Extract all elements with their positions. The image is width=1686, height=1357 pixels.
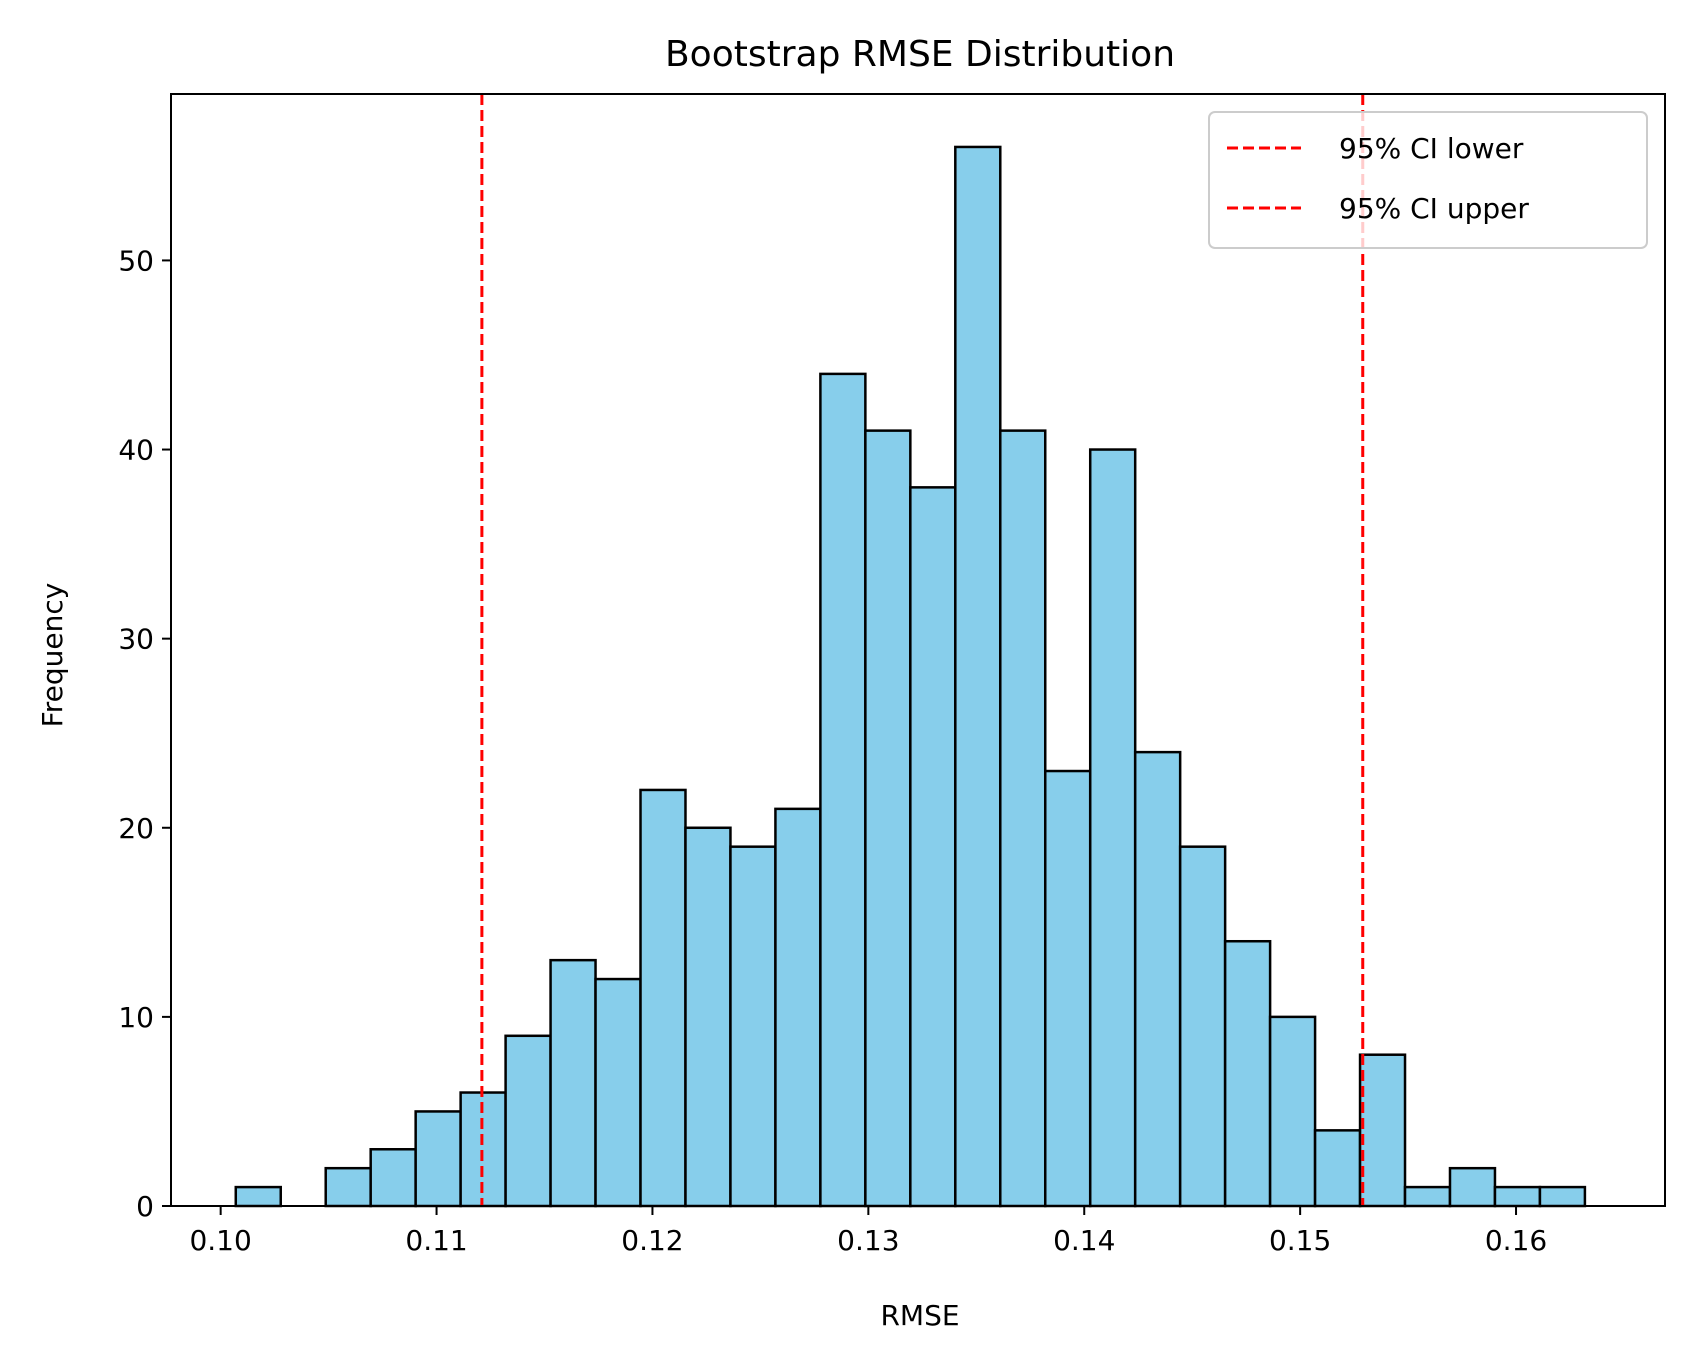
histogram-bar bbox=[324, 1166, 372, 1208]
bars-group bbox=[234, 145, 1587, 1208]
y-axis-ticks: 0 10 20 30 40 50 bbox=[118, 244, 171, 1223]
legend-box bbox=[1208, 111, 1648, 249]
histogram-bar bbox=[954, 145, 1002, 1208]
y-tick-label: 50 bbox=[118, 244, 154, 277]
histogram-bar bbox=[1448, 1166, 1497, 1208]
x-tick-label: 0.15 bbox=[1269, 1224, 1331, 1257]
histogram-bar bbox=[1223, 939, 1272, 1208]
histogram-bar bbox=[1313, 1129, 1362, 1208]
histogram-bar bbox=[594, 977, 642, 1208]
y-tick-label: 40 bbox=[118, 434, 154, 467]
histogram-bar bbox=[504, 1034, 552, 1208]
y-tick-label: 0 bbox=[136, 1190, 154, 1223]
histogram-bar bbox=[414, 1110, 462, 1208]
x-tick-label: 0.16 bbox=[1485, 1224, 1547, 1257]
histogram-bar bbox=[549, 958, 597, 1208]
x-tick-label: 0.13 bbox=[837, 1224, 899, 1257]
histogram-bar bbox=[369, 1148, 417, 1208]
histogram-bar bbox=[684, 826, 732, 1208]
histogram-bar bbox=[234, 1185, 282, 1208]
x-tick-label: 0.12 bbox=[621, 1224, 683, 1257]
y-tick-label: 20 bbox=[118, 812, 154, 845]
y-tick-label: 10 bbox=[118, 1001, 154, 1034]
x-axis-ticks: 0.10 0.11 0.12 0.13 0.14 0.15 0.16 bbox=[189, 1206, 1547, 1257]
legend: 95% CI lower 95% CI upper bbox=[1208, 111, 1648, 249]
histogram-bar bbox=[774, 807, 822, 1208]
histogram-bar bbox=[1088, 448, 1137, 1208]
y-axis-label: Frequency bbox=[36, 583, 69, 728]
histogram-bar bbox=[999, 429, 1047, 1208]
histogram-bar bbox=[1493, 1185, 1542, 1208]
histogram-bar bbox=[1178, 845, 1227, 1208]
histogram-bar bbox=[639, 788, 687, 1208]
x-tick-label: 0.11 bbox=[405, 1224, 467, 1257]
y-tick-label: 30 bbox=[118, 623, 154, 656]
legend-label-ci-upper: 95% CI upper bbox=[1339, 192, 1529, 225]
legend-label-ci-lower: 95% CI lower bbox=[1339, 132, 1524, 165]
histogram-bar bbox=[1043, 769, 1092, 1208]
histogram-bar bbox=[729, 845, 777, 1208]
histogram-bar bbox=[1358, 1053, 1407, 1208]
histogram-bar bbox=[819, 372, 867, 1208]
axes-frame bbox=[170, 93, 1666, 1207]
reference-lines-group bbox=[480, 94, 1365, 1206]
x-tick-label: 0.10 bbox=[189, 1224, 251, 1257]
histogram-bar bbox=[1538, 1185, 1587, 1208]
histogram-bar bbox=[1268, 1015, 1317, 1208]
chart-title: Bootstrap RMSE Distribution bbox=[665, 34, 1175, 75]
x-tick-label: 0.14 bbox=[1053, 1224, 1115, 1257]
histogram-bar bbox=[1133, 750, 1182, 1208]
histogram-bar bbox=[909, 486, 957, 1208]
histogram-bar bbox=[864, 429, 912, 1208]
x-axis-label: RMSE bbox=[880, 1299, 959, 1332]
histogram-bar bbox=[1403, 1185, 1452, 1208]
